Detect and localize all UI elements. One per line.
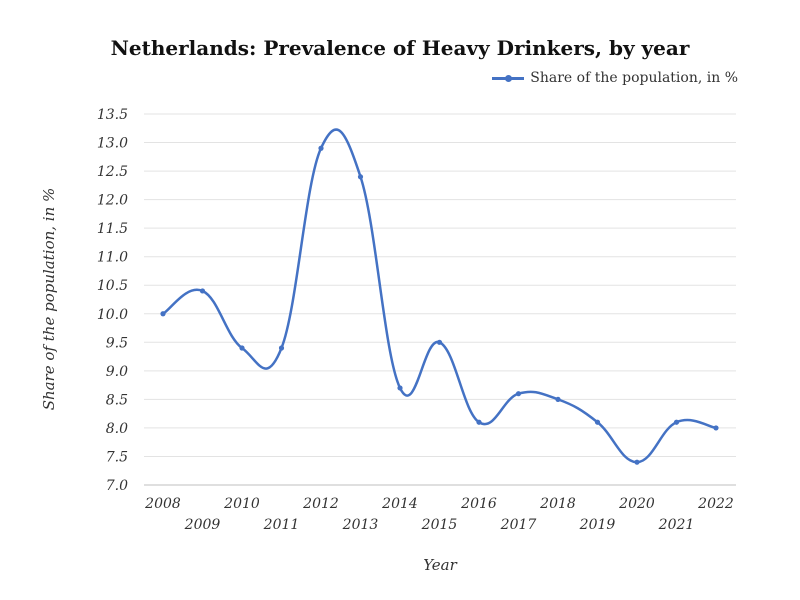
legend: Share of the population, in % (492, 70, 738, 86)
data-point (634, 459, 640, 465)
y-tick-label: 12.0 (97, 193, 128, 209)
legend-swatch-icon (492, 72, 525, 84)
x-axis-label: Year (423, 556, 457, 574)
x-tick-label: 2009 (184, 517, 221, 533)
y-tick-label: 13.5 (97, 107, 128, 123)
data-point (357, 174, 364, 180)
x-tick-label: 2013 (342, 517, 379, 533)
data-point (713, 425, 719, 431)
y-tick-label: 8.5 (106, 392, 128, 408)
x-tick-label: 2018 (539, 496, 576, 512)
y-tick-label: 13.0 (97, 136, 128, 152)
data-point (239, 345, 245, 351)
data-points (160, 145, 719, 465)
y-tick-labels: 7.0 7.5 8.0 8.5 9.0 9.5 10.0 10.5 11.0 11.5 12.0 12… (97, 107, 128, 494)
x-tick-label: 2015 (421, 517, 458, 533)
legend-label: Share of the population, in % (530, 70, 738, 86)
y-tick-label: 10.0 (97, 307, 128, 323)
data-point (278, 345, 285, 351)
x-tick-labels: 2008200920102011201220132014201520162017… (144, 496, 734, 533)
y-tick-label: 9.0 (106, 364, 128, 380)
chart-title: Netherlands: Prevalence of Heavy Drinker… (110, 36, 690, 60)
series-line (162, 128, 717, 464)
data-point (397, 385, 403, 391)
x-tick-label: 2014 (381, 496, 418, 512)
data-point (160, 311, 166, 317)
y-axis-label: Share of the population, in % (40, 188, 58, 411)
y-tick-label: 11.5 (97, 221, 128, 237)
y-tick-label: 8.0 (106, 421, 128, 437)
x-tick-label: 2021 (658, 517, 695, 533)
data-point (199, 288, 206, 294)
y-tick-label: 7.0 (106, 478, 128, 494)
x-tick-label: 2022 (697, 496, 734, 512)
x-tick-label: 2012 (302, 496, 339, 512)
data-point (515, 391, 522, 397)
data-point (555, 396, 561, 402)
data-point (594, 419, 601, 425)
data-point (436, 339, 443, 345)
y-tick-label: 10.5 (97, 278, 128, 294)
data-point (476, 419, 482, 425)
x-tick-label: 2008 (144, 496, 181, 512)
x-tick-label: 2020 (618, 496, 655, 512)
y-tick-label: 12.5 (97, 164, 128, 180)
x-tick-label: 2017 (500, 517, 537, 533)
x-tick-label: 2010 (223, 496, 260, 512)
y-tick-label: 11.0 (97, 250, 128, 266)
x-tick-label: 2019 (579, 517, 616, 533)
x-tick-label: 2011 (263, 517, 300, 533)
series-path (162, 128, 717, 464)
x-tick-label: 2016 (460, 496, 497, 512)
y-tick-label: 9.5 (106, 335, 128, 351)
data-point (673, 419, 680, 425)
data-point (318, 145, 324, 151)
grid-lines (144, 113, 736, 486)
y-tick-label: 7.5 (106, 449, 128, 465)
